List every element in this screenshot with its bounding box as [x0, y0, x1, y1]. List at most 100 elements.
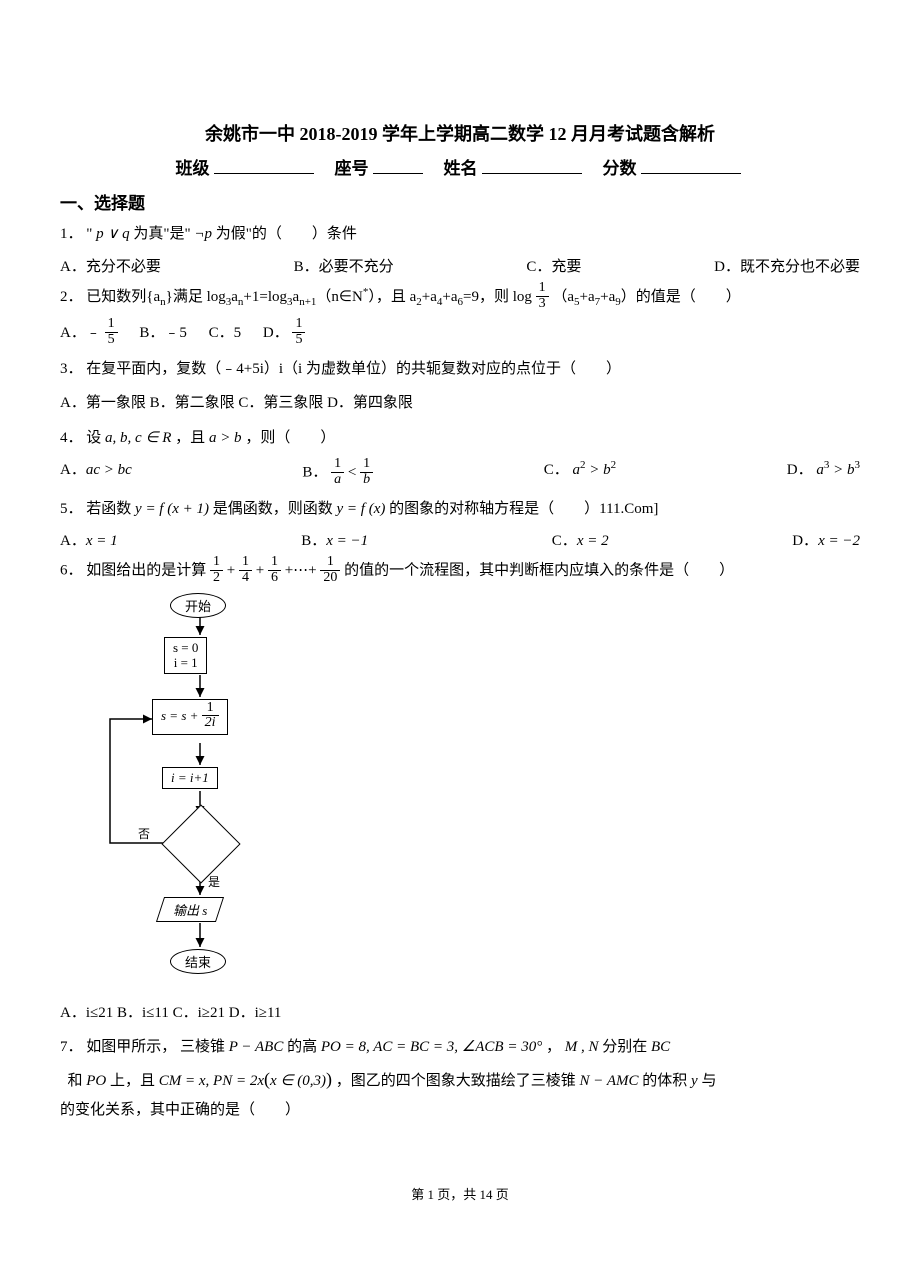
- q4-A-l: A．: [60, 462, 86, 478]
- q4-A-e: ac > bc: [86, 462, 132, 478]
- q5-A: A．x = 1: [60, 529, 118, 550]
- q6-num: 6．: [60, 563, 83, 579]
- q5-ta: 若函数: [86, 501, 135, 517]
- fc-out-label: 输出 s: [173, 900, 207, 919]
- q2-logbase: 13: [536, 281, 549, 311]
- q7-rp: ): [326, 1069, 332, 1089]
- q6-p1: +: [227, 563, 235, 579]
- q1-options: A．充分不必要 B．必要不充分 C．充要 D．既不充分也不必要: [60, 255, 860, 276]
- fc-no: 否: [138, 825, 150, 842]
- name-blank: [482, 156, 582, 174]
- q7-mn: M , N: [565, 1039, 599, 1055]
- q1-ta: ": [86, 226, 96, 242]
- fc-out: 输出 s: [160, 897, 220, 922]
- fc-step-i-box: i = i+1: [162, 767, 218, 789]
- q4-B-nb: 1: [360, 457, 373, 473]
- header-fields: 班级 座号 姓名 分数: [60, 154, 860, 179]
- q1-num: 1．: [60, 226, 83, 242]
- q6-tb: 的值的一个流程图，其中判断框内应填入的条件是（ ）: [344, 563, 734, 579]
- q2-D-frac: 15: [292, 317, 305, 347]
- q7-te: 和: [68, 1073, 87, 1089]
- question-6: 6． 如图给出的是计算 12 + 14 + 16 +⋯+ 120 的值的一个流程…: [60, 556, 860, 586]
- seat-blank: [373, 156, 423, 174]
- fc-sn: 1: [202, 701, 219, 717]
- q5-options: A．x = 1 B．x = −1 C．x = 2 D．x = −2: [60, 529, 860, 550]
- q2-tb: }满足 log: [166, 289, 226, 305]
- fc-decision: [173, 816, 229, 872]
- q1-B: B．必要不充分: [294, 255, 394, 276]
- q2-A-n: 1: [105, 317, 118, 333]
- q4-C-a: a: [573, 462, 581, 478]
- q5-num: 5．: [60, 501, 83, 517]
- q1-expr1: p ∨ q: [96, 226, 129, 242]
- q1-A: A．充分不必要: [60, 255, 161, 276]
- q2-ta: 已知数列{a: [86, 289, 160, 305]
- q5-tc: 的图象的对称轴方程是（ ）111.Com]: [389, 501, 658, 517]
- fc-step-i: i = i+1: [162, 767, 218, 789]
- q4-num: 4．: [60, 430, 83, 446]
- q4-D-l: D．: [787, 462, 813, 478]
- q2-td: +1=log: [243, 289, 287, 305]
- fc-init: s = 0 i = 1: [164, 637, 207, 674]
- q4-C-l: C．: [544, 462, 569, 478]
- q6-f4d: 20: [320, 571, 340, 586]
- q7-po: PO: [86, 1073, 106, 1089]
- q2-tj: =9，则 log: [463, 289, 536, 305]
- q7-y: y: [691, 1073, 698, 1089]
- footer-mid: 页，共: [434, 1187, 480, 1202]
- q2-D: D． 15: [263, 325, 306, 341]
- q6-options: A．i≤21 B．i≤11 C．i≥21 D．i≥11: [60, 999, 860, 1028]
- q6-f2d: 4: [239, 571, 252, 586]
- fc-init-box: s = 0 i = 1: [164, 637, 207, 674]
- q6-f3: 16: [268, 555, 281, 585]
- q7-tf: 上，且: [110, 1073, 159, 1089]
- fc-end-label: 结束: [170, 949, 226, 974]
- q6-f1d: 2: [210, 571, 223, 586]
- q4-agtb: a > b: [209, 430, 242, 446]
- q2-B: B．﹣5: [139, 325, 187, 341]
- q4-B: B． 1a < 1b: [302, 458, 373, 488]
- q6-f3d: 6: [268, 571, 281, 586]
- seat-label: 座号: [335, 159, 369, 178]
- q4-B-da: a: [331, 473, 344, 488]
- q6-f3n: 1: [268, 555, 281, 571]
- q4-C: C． a2 > b2: [544, 458, 616, 488]
- q5-y2: y = f (x): [337, 501, 386, 517]
- q2-logbase-d: 3: [536, 297, 549, 312]
- q6-dots: +⋯+: [285, 563, 317, 579]
- q6-ta: 如图给出的是计算: [86, 563, 210, 579]
- question-1: 1． " p ∨ q 为真"是" ¬p 为假"的（ ）条件: [60, 220, 860, 249]
- q7-ti: 与: [701, 1073, 716, 1089]
- score-label: 分数: [603, 159, 637, 178]
- q2-D-n: 1: [292, 317, 305, 333]
- fc-start: 开始: [170, 593, 226, 618]
- q7-namc: N − AMC: [580, 1073, 639, 1089]
- flowchart: 开始 s = 0 i = 1 s = s + 12i i = i+1 否 是 输…: [100, 593, 300, 993]
- q4-C-gt: > b: [586, 462, 611, 478]
- q7-tb: 的高: [287, 1039, 321, 1055]
- q6-f2: 14: [239, 555, 252, 585]
- name-label: 姓名: [444, 159, 478, 178]
- q1-expr2: ¬p: [194, 226, 212, 242]
- q5-D-l: D．: [792, 533, 818, 549]
- q7-ta: 如图甲所示， 三棱锥: [86, 1039, 229, 1055]
- fc-init1: s = 0: [173, 640, 198, 656]
- q4-D-a: a: [816, 462, 824, 478]
- exam-title: 余姚市一中 2018-2019 学年上学期高二数学 12 月月考试题含解析: [60, 120, 860, 146]
- q1-D: D．既不充分也不必要: [714, 255, 860, 276]
- q4-D-gt: > b: [829, 462, 854, 478]
- footer-post: 页: [493, 1187, 509, 1202]
- page-footer: 第 1 页，共 14 页: [60, 1184, 860, 1203]
- question-3: 3． 在复平面内，复数（﹣4+5i）i（i 为虚数单位）的共轭复数对应的点位于（…: [60, 355, 860, 384]
- q2-A: A．﹣ 15: [60, 325, 121, 341]
- q5-C-e: x = 2: [577, 533, 609, 549]
- q2-tn: ）的值是（ ）: [621, 289, 741, 305]
- q5-y1: y = f (x + 1): [135, 501, 209, 517]
- fc-end: 结束: [170, 949, 226, 974]
- q5-D: D．x = −2: [792, 529, 860, 550]
- class-label: 班级: [176, 159, 210, 178]
- q4-A: A．ac > bc: [60, 458, 132, 488]
- fc-step-s-box: s = s + 12i: [152, 699, 228, 735]
- class-blank: [214, 156, 314, 174]
- q4-B-db: b: [360, 473, 373, 488]
